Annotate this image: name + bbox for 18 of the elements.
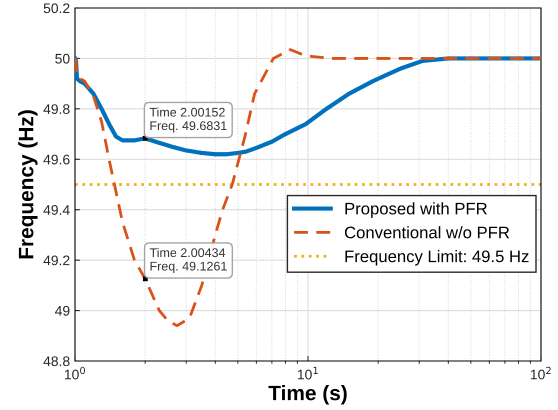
y-tick-label: 49 xyxy=(55,306,70,316)
y-tick-label: 49.8 xyxy=(43,104,70,114)
y-tick-label: 48.8 xyxy=(43,356,70,366)
y-tick-label: 49.4 xyxy=(43,205,70,215)
annotation: Time 2.00152 Freq. 49.6831 xyxy=(150,107,227,133)
legend-label: Frequency Limit: 49.5 Hz xyxy=(345,250,529,266)
annotation: Time 2.00434 Freq. 49.1261 xyxy=(150,248,227,274)
y-axis-title: Frequency (Hz) xyxy=(18,110,38,258)
y-tick-label: 49.2 xyxy=(43,255,70,266)
y-tick-label: 50 xyxy=(55,54,70,64)
x-tick-label: 10$^{0}$ xyxy=(64,366,86,380)
x-tick-label: 10$^{1}$ xyxy=(298,366,318,380)
legend-label: Conventional w/o PFR xyxy=(344,226,510,238)
y-tick-label: 50.2 xyxy=(44,3,70,14)
x-axis-title: Time (s) xyxy=(268,385,347,404)
y-tick-label: 49.6 xyxy=(43,154,70,164)
x-tick-label: 10$^{2}$ xyxy=(530,366,551,380)
legend-label: Proposed with PFR xyxy=(345,202,487,218)
